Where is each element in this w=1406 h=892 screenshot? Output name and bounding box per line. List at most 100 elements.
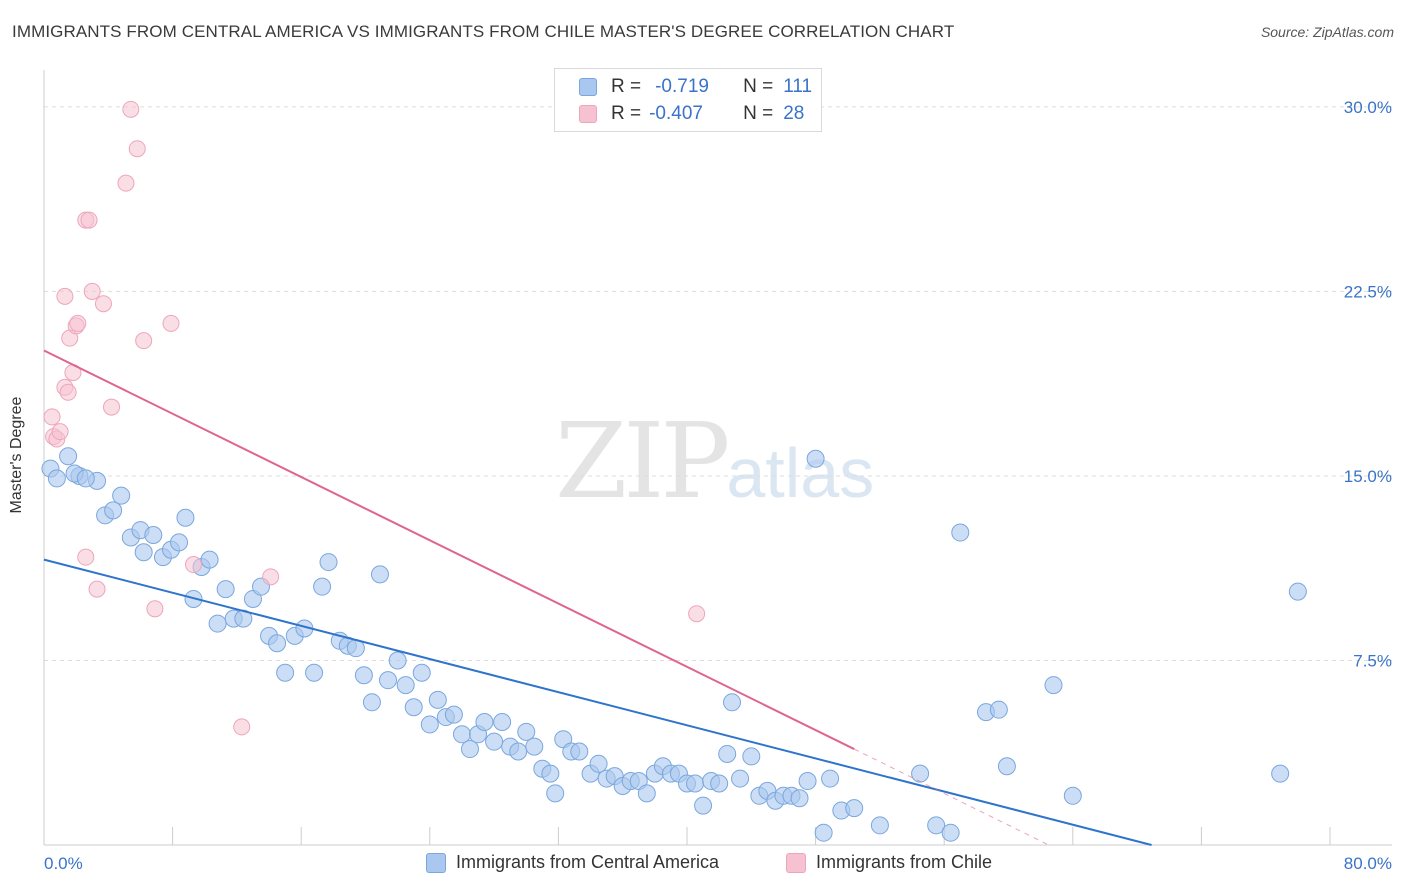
central-america-point: [276, 663, 295, 682]
legend-n-value: 111: [783, 76, 813, 97]
central-america-point: [637, 784, 656, 803]
central-america-point: [420, 715, 439, 734]
chile-point: [117, 174, 135, 192]
central-america-point: [509, 742, 528, 761]
central-america-point: [1044, 676, 1063, 695]
chile-trend-line: [43, 349, 855, 750]
central-america-point: [1063, 786, 1082, 805]
central-america-point: [710, 774, 729, 793]
x-tick-label: 0.0%: [44, 854, 83, 873]
chile-point: [128, 140, 146, 158]
central-america-point: [388, 651, 407, 670]
central-america-point: [997, 757, 1016, 776]
watermark-atlas: atlas: [726, 434, 875, 512]
central-america-point: [517, 722, 536, 741]
legend-label: Immigrants from Central America: [456, 852, 720, 872]
chile-trend-extension: [853, 748, 1049, 846]
central-america-point: [319, 553, 338, 572]
central-america-point: [76, 469, 95, 488]
central-america-point: [525, 737, 544, 756]
legend-row-central-america: R = -0.719 N = 111: [579, 75, 812, 99]
central-america-point: [59, 447, 78, 466]
central-america-point: [742, 747, 761, 766]
y-axis-label: Master's Degree: [8, 396, 25, 514]
legend-r-label: R =: [611, 103, 642, 124]
chile-point: [69, 314, 87, 332]
central-america-point: [428, 690, 447, 709]
chile-point: [88, 580, 106, 598]
central-america-point: [396, 676, 415, 695]
legend-r-value: -0.407: [649, 103, 703, 124]
chile-point: [83, 282, 101, 300]
central-america-point: [379, 671, 398, 690]
chart-title: IMMIGRANTS FROM CENTRAL AMERICA VS IMMIG…: [12, 22, 955, 41]
central-america-point: [208, 614, 227, 633]
chile-point: [146, 600, 164, 618]
x-tick-label: 80.0%: [1344, 854, 1392, 873]
legend-r-value: -0.719: [655, 76, 709, 97]
central-america-point: [790, 789, 809, 808]
source-label: Source: ZipAtlas.com: [1260, 24, 1394, 40]
central-america-trend-line: [43, 558, 1152, 846]
legend-row-chile: R = -0.407 N = 28: [579, 102, 804, 126]
watermark-zip: ZIP: [555, 400, 730, 522]
central-america-point: [1271, 764, 1290, 783]
central-america-point: [216, 580, 235, 599]
central-america-point: [731, 769, 750, 788]
central-america-point: [493, 712, 512, 731]
central-america-point: [951, 523, 970, 542]
central-america-point: [47, 469, 66, 488]
central-america-point: [354, 666, 373, 685]
chile-point: [103, 398, 121, 416]
chile-point: [94, 295, 112, 313]
central-america-point: [589, 754, 608, 773]
central-america-point: [546, 784, 565, 803]
y-tick-label: 22.5%: [1344, 282, 1392, 301]
central-america-point: [452, 725, 471, 744]
legend-label: Immigrants from Chile: [816, 852, 993, 872]
legend-n-label: N =: [743, 103, 774, 124]
blue-swatch-icon: [426, 852, 446, 873]
central-america-point: [144, 526, 163, 544]
legend-n-label: N =: [743, 76, 774, 97]
legend-item-chile: Immigrants from Chile: [786, 852, 992, 873]
central-america-point: [821, 769, 840, 788]
central-america-point: [814, 823, 833, 842]
central-america-point: [911, 764, 930, 783]
central-america-point: [200, 550, 219, 569]
central-america-point: [723, 693, 742, 712]
chile-point: [51, 423, 69, 441]
central-america-point: [404, 698, 423, 717]
central-america-point: [313, 577, 332, 596]
central-america-point: [485, 732, 504, 751]
blue-swatch-icon: [579, 78, 597, 96]
central-america-point: [170, 533, 189, 552]
central-america-point: [1288, 582, 1307, 601]
central-america-point: [927, 816, 946, 835]
series-legend: Immigrants from Central America Immigran…: [0, 852, 1406, 876]
chile-point: [162, 314, 180, 332]
chile-point: [77, 548, 95, 566]
pink-swatch-icon: [579, 105, 597, 123]
central-america-point: [444, 705, 463, 724]
central-america-point: [694, 796, 713, 815]
central-america-point: [718, 744, 737, 763]
chile-point: [80, 211, 98, 229]
central-america-point: [989, 700, 1008, 719]
central-america-point: [112, 486, 131, 505]
central-america-point: [412, 663, 431, 682]
chile-point: [262, 568, 280, 586]
chile-point: [122, 100, 140, 118]
central-america-point: [460, 740, 479, 759]
central-america-point: [686, 774, 705, 793]
central-america-point: [806, 449, 825, 468]
central-america-point: [570, 742, 589, 761]
chile-point: [135, 332, 153, 350]
central-america-point: [134, 543, 153, 562]
central-america-point: [268, 634, 287, 653]
central-america-point: [798, 772, 817, 791]
central-america-point: [104, 501, 123, 520]
central-america-point: [370, 565, 389, 584]
central-america-point: [176, 508, 195, 527]
